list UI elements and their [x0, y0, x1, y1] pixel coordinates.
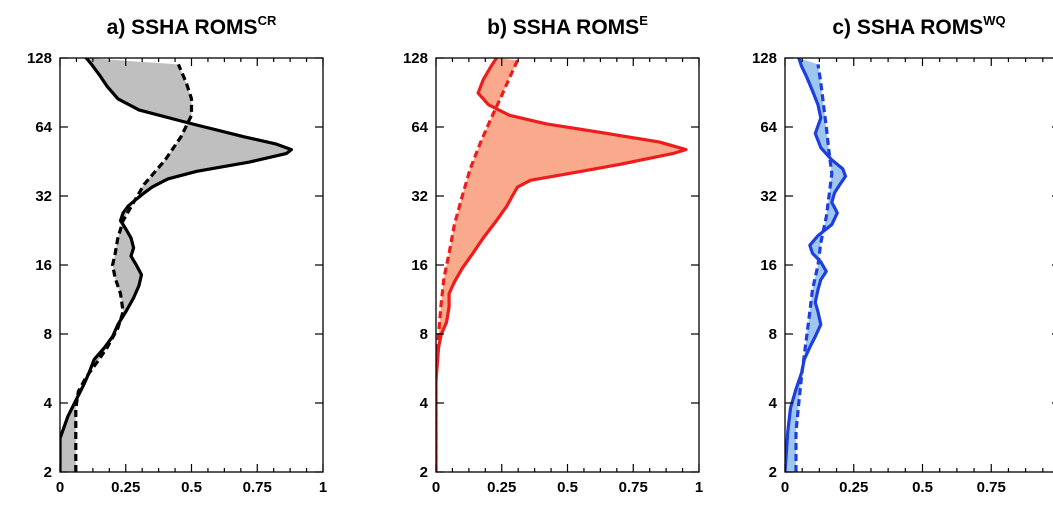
panel-title-text: b) SSHA ROMS [487, 16, 639, 39]
panel-title: c) SSHA ROMSWQ [832, 13, 1005, 39]
solid-series-line [785, 58, 848, 472]
y-tick-label: 128 [752, 50, 777, 67]
x-tick-label: 0 [56, 479, 64, 496]
x-tick-label: 0.25 [487, 479, 516, 496]
dashed-series-line [74, 63, 194, 472]
y-tick-label: 16 [760, 257, 777, 274]
y-tick-label: 32 [760, 188, 777, 205]
x-tick-label: 0.25 [839, 479, 868, 496]
y-tick-label: 8 [769, 326, 777, 343]
dashed-series-line [794, 64, 834, 472]
y-tick-label: 64 [411, 119, 428, 136]
solid-series-line [436, 58, 688, 472]
x-tick-label: 0 [781, 479, 789, 496]
chart-panel-1: 0 0.25 0.5 0.75 1 2 4 8 16 32 64 128 a) SSHA ROMSCR [27, 13, 327, 496]
y-tick-label: 8 [44, 326, 52, 343]
panel-title-text: a) SSHA ROMS [107, 16, 258, 39]
x-tick-label: 0.5 [912, 479, 933, 496]
chart-panel-3: 00.250.50.751248163264128c) SSHA ROMSWQ [752, 13, 1053, 496]
y-tick-label: 32 [411, 188, 428, 205]
x-tick-label: 0.5 [557, 479, 578, 496]
plot-frame [59, 57, 324, 473]
y-tick-label: 4 [420, 395, 429, 412]
y-tick-label: 4 [769, 395, 778, 412]
y-tick-label: 2 [769, 464, 777, 481]
panel-title: b) SSHA ROMSE [487, 13, 648, 39]
shaded-difference-area [436, 58, 686, 472]
y-tick-label: 16 [411, 257, 428, 274]
y-tick-label: 32 [35, 188, 52, 205]
y-tick-label: 16 [35, 257, 52, 274]
x-tick-label: 0.25 [111, 479, 140, 496]
panel-title-superscript: CR [258, 13, 277, 28]
shaded-difference-area [60, 58, 292, 472]
chart-panel-2: 0 0.25 0.5 0.75 1 2 4 8 16 32 64 128 b) SSHA ROMSE [403, 13, 703, 496]
x-tick-label: 1 [695, 479, 703, 496]
y-tick-label: 2 [420, 464, 428, 481]
x-tick-label: 1 [319, 479, 327, 496]
panel-title-superscript: WQ [983, 13, 1005, 28]
y-tick-label: 2 [44, 464, 52, 481]
panel-title: a) SSHA ROMSCR [107, 13, 277, 39]
panel-title-text: c) SSHA ROMS [832, 16, 983, 39]
y-tick-label: 64 [35, 119, 52, 136]
x-tick-label: 0.75 [619, 479, 648, 496]
shaded-difference-area [785, 58, 846, 472]
panel-title-superscript: E [639, 13, 648, 28]
x-tick-label: 0.75 [243, 479, 272, 496]
x-tick-label: 0.75 [977, 479, 1006, 496]
solid-series-line [60, 58, 293, 472]
y-tick-label: 64 [760, 119, 777, 136]
y-tick-label: 4 [44, 395, 53, 412]
dashed-series-line [436, 59, 519, 472]
y-tick-label: 128 [403, 50, 428, 67]
x-tick-label: 0.5 [181, 479, 202, 496]
y-tick-label: 8 [420, 326, 428, 343]
y-tick-label: 128 [27, 50, 52, 67]
x-tick-label: 0 [432, 479, 440, 496]
plot-frame [435, 57, 700, 473]
